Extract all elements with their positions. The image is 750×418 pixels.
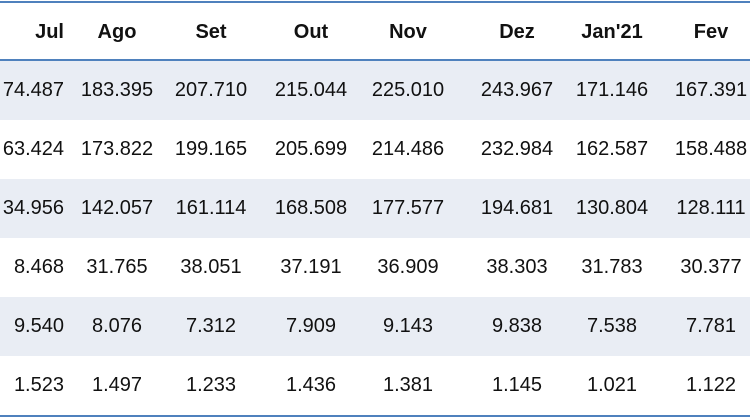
table-row: 34.956 142.057 161.114 168.508 177.577 194.68…: [0, 179, 750, 238]
table-row: 1.523 1.497 1.233 1.436 1.381 1.145 1.021 1.122: [0, 356, 750, 415]
table-cell: 7.909: [285, 315, 337, 337]
table-cell: 232.984: [480, 138, 554, 160]
table-cell: 1.436: [285, 374, 337, 396]
table-cell: 9.838: [491, 315, 543, 337]
column-header: Out: [293, 21, 329, 43]
table-cell: 177.577: [371, 197, 445, 219]
table-cell: 171.146: [575, 79, 649, 101]
column-header: Ago: [97, 21, 137, 43]
table-header-row: Jul Ago Set Out Nov Dez Jan'21 Fev: [0, 3, 750, 60]
table-cell: 1.233: [185, 374, 237, 396]
table-cell: 31.783: [581, 256, 643, 278]
table-cell: 1.122: [685, 374, 737, 396]
table-cell: 225.010: [371, 79, 445, 101]
table-cell: 183.395: [80, 79, 154, 101]
table-cell: 9.540: [13, 315, 64, 337]
table-cell: 34.956: [2, 197, 64, 219]
table-cell: 1.381: [382, 374, 434, 396]
table-cell: 1.523: [13, 374, 64, 396]
table-cell: 63.424: [2, 138, 64, 160]
column-header: Jul: [35, 21, 64, 43]
table-cell: 31.765: [86, 256, 148, 278]
table-bottom-border: [0, 415, 750, 417]
table-cell: 38.051: [180, 256, 242, 278]
table-cell: 1.145: [491, 374, 543, 396]
table-cell: 194.681: [480, 197, 554, 219]
table-cell: 8.076: [91, 315, 143, 337]
table-cell: 142.057: [80, 197, 154, 219]
table-cell: 167.391: [674, 79, 748, 101]
table-cell: 8.468: [13, 256, 64, 278]
table-cell: 7.538: [586, 315, 638, 337]
table-row: 8.468 31.765 38.051 37.191 36.909 38.303 31.78…: [0, 238, 750, 297]
column-header: Dez: [499, 21, 535, 43]
table-cell: 130.804: [575, 197, 649, 219]
table-cell: 37.191: [280, 256, 342, 278]
table-cell: 1.497: [91, 374, 143, 396]
table-cell: 199.165: [174, 138, 248, 160]
table-cell: 9.143: [382, 315, 434, 337]
table-cell: 168.508: [274, 197, 348, 219]
table-cell: 7.312: [185, 315, 237, 337]
table-row: 74.487 183.395 207.710 215.044 225.010 243.96…: [0, 61, 750, 120]
table-cell: 215.044: [274, 79, 348, 101]
table-cell: 74.487: [2, 79, 64, 101]
table-top-border: [0, 1, 750, 3]
table-cell: 173.822: [80, 138, 154, 160]
table-cell: 128.111: [676, 197, 746, 219]
column-header: Nov: [389, 21, 427, 43]
table-cell: 38.303: [486, 256, 548, 278]
column-header: Fev: [693, 21, 729, 43]
column-header: Jan'21: [581, 21, 643, 43]
table-header-border: [0, 59, 750, 61]
table-cell: 205.699: [274, 138, 348, 160]
table-cell: 158.488: [674, 138, 748, 160]
column-header: Set: [195, 21, 227, 43]
table-cell: 1.021: [586, 374, 638, 396]
table-cell: 214.486: [371, 138, 445, 160]
table-cell: 30.377: [680, 256, 742, 278]
table-cell: 207.710: [174, 79, 248, 101]
table-cell: 161.114: [175, 197, 247, 219]
table-cell: 243.967: [480, 79, 554, 101]
table-row: 9.540 8.076 7.312 7.909 9.143 9.838 7.538 7.781: [0, 297, 750, 356]
table-cell: 7.781: [685, 315, 737, 337]
table-cell: 162.587: [575, 138, 649, 160]
table-cell: 36.909: [377, 256, 439, 278]
table-row: 63.424 173.822 199.165 205.699 214.486 232.98…: [0, 120, 750, 179]
